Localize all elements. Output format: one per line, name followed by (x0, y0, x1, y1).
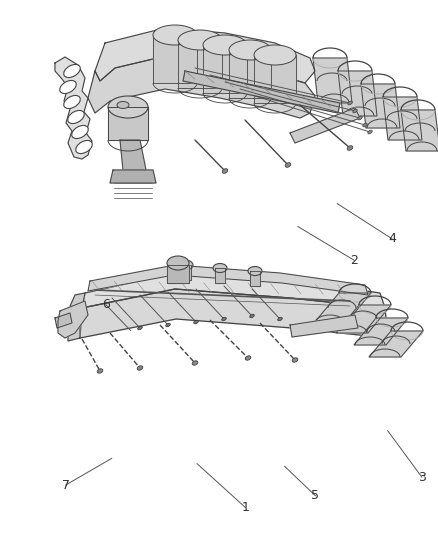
Polygon shape (120, 140, 146, 170)
Ellipse shape (278, 317, 283, 321)
Polygon shape (95, 28, 315, 83)
Ellipse shape (192, 361, 198, 365)
Text: 3: 3 (418, 471, 426, 483)
Polygon shape (250, 271, 260, 286)
Polygon shape (401, 110, 438, 151)
Polygon shape (108, 107, 148, 140)
Ellipse shape (137, 366, 143, 370)
Ellipse shape (64, 64, 80, 78)
Ellipse shape (117, 101, 129, 109)
Polygon shape (88, 265, 368, 295)
Text: 2: 2 (350, 254, 358, 266)
Ellipse shape (363, 123, 367, 127)
Ellipse shape (72, 125, 88, 139)
Polygon shape (203, 45, 247, 93)
Ellipse shape (213, 263, 227, 272)
Polygon shape (336, 305, 391, 333)
Ellipse shape (177, 260, 193, 270)
Polygon shape (354, 318, 408, 345)
Ellipse shape (222, 169, 228, 173)
Polygon shape (55, 57, 92, 159)
Ellipse shape (250, 314, 254, 318)
Polygon shape (110, 170, 156, 183)
Polygon shape (153, 35, 197, 83)
Ellipse shape (194, 320, 198, 324)
Ellipse shape (292, 358, 298, 362)
Text: 5: 5 (311, 489, 319, 502)
Polygon shape (80, 289, 388, 338)
Ellipse shape (60, 80, 76, 94)
Polygon shape (88, 55, 315, 118)
Polygon shape (313, 58, 352, 103)
Ellipse shape (108, 96, 148, 118)
Polygon shape (179, 265, 191, 280)
Polygon shape (290, 315, 358, 337)
Ellipse shape (222, 317, 226, 321)
Text: 7: 7 (62, 479, 70, 491)
Polygon shape (290, 108, 360, 143)
Polygon shape (383, 97, 422, 140)
Ellipse shape (245, 356, 251, 360)
Polygon shape (68, 293, 85, 341)
Polygon shape (361, 84, 400, 128)
Ellipse shape (138, 326, 142, 330)
Polygon shape (215, 268, 225, 283)
Ellipse shape (254, 45, 296, 65)
Ellipse shape (358, 116, 362, 120)
Ellipse shape (76, 141, 92, 154)
Ellipse shape (348, 101, 352, 105)
Polygon shape (55, 313, 72, 328)
Polygon shape (369, 331, 423, 357)
Polygon shape (338, 71, 377, 116)
Text: 6: 6 (102, 298, 110, 311)
Ellipse shape (167, 256, 189, 270)
Ellipse shape (229, 40, 271, 60)
Ellipse shape (166, 323, 170, 327)
Polygon shape (167, 265, 189, 283)
Ellipse shape (64, 95, 80, 109)
Text: 1: 1 (241, 501, 249, 514)
Ellipse shape (97, 369, 103, 373)
Ellipse shape (153, 25, 197, 45)
Ellipse shape (368, 130, 372, 134)
Polygon shape (82, 273, 385, 308)
Text: 4: 4 (388, 232, 396, 245)
Polygon shape (178, 40, 222, 88)
Ellipse shape (353, 109, 357, 113)
Polygon shape (58, 301, 88, 338)
Ellipse shape (203, 35, 247, 55)
Ellipse shape (347, 146, 353, 150)
Ellipse shape (248, 266, 262, 276)
Ellipse shape (285, 163, 291, 167)
Polygon shape (183, 71, 340, 113)
Ellipse shape (178, 30, 222, 50)
Polygon shape (314, 293, 371, 323)
Polygon shape (254, 55, 296, 103)
Ellipse shape (68, 110, 84, 124)
Polygon shape (229, 50, 271, 98)
